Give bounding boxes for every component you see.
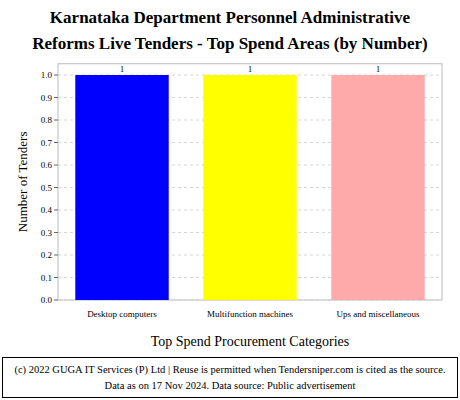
- tick-mark: [54, 300, 58, 301]
- tick-label: 0.5: [41, 183, 53, 193]
- category-label: Desktop computers: [87, 309, 157, 319]
- tick-label: 1.0: [41, 70, 53, 80]
- tick-mark: [54, 120, 58, 121]
- plot-frame: [58, 64, 442, 300]
- chart: Karnataka Department Personnel Administr…: [0, 0, 460, 400]
- tick-mark: [54, 97, 58, 98]
- footer: (c) 2022 GUGA IT Services (P) Ltd | Reus…: [14, 364, 445, 391]
- bar: [331, 75, 424, 300]
- category-label: Ups and miscellaneous: [337, 309, 420, 319]
- title-line: Karnataka Department Personnel Administr…: [50, 8, 411, 27]
- tick-mark: [54, 142, 58, 143]
- bars: [75, 75, 424, 300]
- tick-label: 0.1: [41, 273, 52, 283]
- footer-line: Data as on 17 Nov 2024. Data source: Pub…: [105, 380, 356, 391]
- tick-label: 0.3: [41, 228, 53, 238]
- tick-mark: [54, 255, 58, 256]
- tick-label: 0.9: [41, 93, 53, 103]
- tick-mark: [54, 210, 58, 211]
- bar: [203, 75, 296, 300]
- tick-label: 0.4: [41, 205, 53, 215]
- data-label: 1: [120, 64, 125, 74]
- data-label: 1: [376, 64, 381, 74]
- tick-label: 0.6: [41, 160, 53, 170]
- footer-box: [3, 358, 458, 398]
- tick-mark: [54, 187, 58, 188]
- tick-mark: [54, 232, 58, 233]
- category-label: Multifunction machines: [207, 309, 294, 319]
- tick-label: 0.2: [41, 250, 52, 260]
- tick-label: 0.0: [41, 295, 53, 305]
- tick-label: 0.7: [41, 138, 53, 148]
- title: Karnataka Department Personnel Administr…: [32, 8, 427, 53]
- y-axis-label: Number of Tenders: [15, 132, 30, 233]
- data-label: 1: [248, 64, 253, 74]
- footer-line: (c) 2022 GUGA IT Services (P) Ltd | Reus…: [14, 364, 445, 376]
- bar: [75, 75, 168, 300]
- tick-mark: [54, 75, 58, 76]
- tick-label: 0.8: [41, 115, 53, 125]
- tick-mark: [54, 277, 58, 278]
- tick-mark: [54, 165, 58, 166]
- title-line: Reforms Live Tenders - Top Spend Areas (…: [32, 34, 427, 53]
- x-axis-label: Top Spend Procurement Categories: [151, 334, 349, 349]
